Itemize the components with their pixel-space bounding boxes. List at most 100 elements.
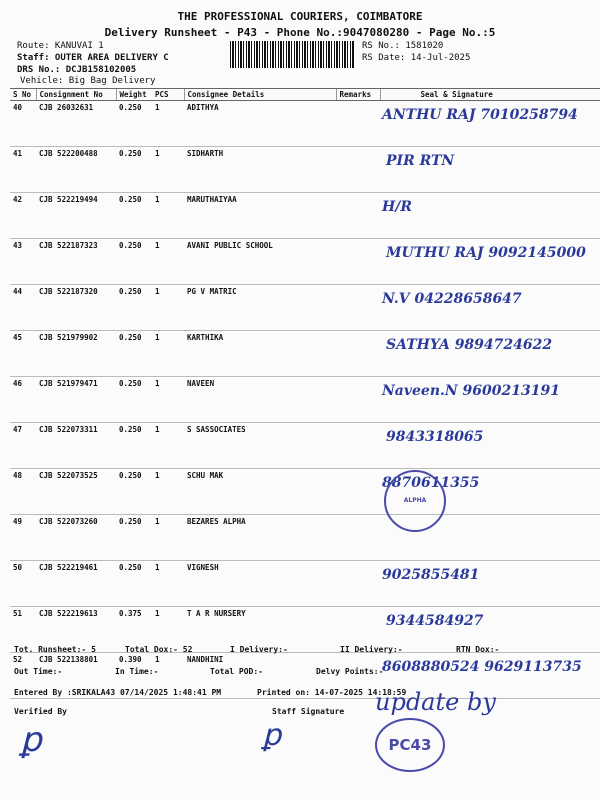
pcs: 1	[152, 560, 184, 607]
table-row: 51 CJB 522219613 0.375 1 T A R NURSERY 934458…	[10, 606, 600, 653]
ii-delivery: II Delivery:-	[340, 645, 403, 654]
consignment-no: CJB 522138801	[36, 652, 116, 699]
pcs: 1	[152, 330, 184, 377]
total-dox: Total Dox:- 52	[125, 645, 193, 654]
weight: 0.390	[116, 652, 152, 699]
row-sno: 45	[10, 330, 36, 377]
table-row: 49 CJB 522073260 0.250 1 BEZARES ALPHA	[10, 514, 600, 561]
weight: 0.250	[116, 238, 152, 285]
verified-by: Verified By	[14, 707, 67, 716]
handwritten-note: 9025855481	[382, 567, 480, 583]
consignee-name: NAVEEN	[184, 376, 336, 423]
handwritten-note: 9344584927	[386, 613, 484, 629]
row-sno: 47	[10, 422, 36, 469]
signature: 9843318065	[380, 422, 600, 469]
signature: H/R	[380, 192, 600, 239]
entered-by: Entered By :SRIKALA43 07/14/2025 1:48:41…	[14, 688, 222, 697]
staff: Staff: OUTER AREA DELIVERY C	[17, 53, 169, 63]
remarks	[336, 514, 380, 561]
row-sno: 40	[10, 100, 36, 147]
row-sno: 52	[10, 652, 36, 699]
signature: PIR RTN	[380, 146, 600, 193]
pcs: 1	[152, 284, 184, 331]
pc43-stamp: PC43	[375, 718, 445, 772]
vehicle: Vehicle: Big Bag Delivery	[20, 76, 156, 86]
col-consignment: Consignment No	[35, 88, 116, 101]
remarks	[336, 284, 380, 331]
rs-date: RS Date: 14-Jul-2025	[362, 53, 471, 63]
table-row: 41 CJB 522200488 0.250 1 SIDHARTH PIR RTN	[10, 146, 600, 193]
tot-runsheet: Tot. Runsheet:- 5	[14, 645, 96, 654]
in-time: In Time:-	[115, 667, 159, 676]
remarks	[336, 100, 380, 147]
consignee-name: SIDHARTH	[184, 146, 336, 193]
remarks	[336, 330, 380, 377]
remarks	[336, 192, 380, 239]
weight: 0.250	[116, 514, 152, 561]
consignee-name: SCHU MAK	[184, 468, 336, 515]
signature: MUTHU RAJ 9092145000	[380, 238, 600, 285]
consignee-name: AVANI PUBLIC SCHOOL	[184, 238, 336, 285]
row-sno: 42	[10, 192, 36, 239]
weight: 0.250	[116, 284, 152, 331]
consignment-no: CJB 522073525	[36, 468, 116, 515]
runsheet-title: Delivery Runsheet - P43 - Phone No.:9047…	[104, 26, 496, 39]
consignment-no: CJB 522219613	[36, 606, 116, 653]
col-sno: S No	[10, 88, 36, 101]
company-seal: ALPHA	[384, 470, 446, 532]
consignee-name: MARUTHAIYAA	[184, 192, 336, 239]
rtn-dox: RTN Dox:-	[456, 645, 500, 654]
consignment-no: CJB 522219494	[36, 192, 116, 239]
update-note: update by	[375, 688, 496, 716]
total-pod: Total POD:-	[210, 667, 263, 676]
row-sno: 51	[10, 606, 36, 653]
staff-signature: Staff Signature	[272, 707, 345, 716]
handwritten-note: PIR RTN	[386, 153, 455, 169]
consignee-name: T A R NURSERY	[184, 606, 336, 653]
handwritten-note: SATHYA 9894724622	[386, 337, 553, 353]
signature: SATHYA 9894724622	[380, 330, 600, 377]
weight: 0.375	[116, 606, 152, 653]
weight: 0.250	[116, 146, 152, 193]
handwritten-note: ANTHU RAJ 7010258794	[382, 107, 578, 123]
row-sno: 46	[10, 376, 36, 423]
printed-on: Printed on: 14-07-2025 14:18:59	[257, 688, 407, 697]
rs-no: RS No.: 1581020	[362, 41, 444, 51]
pcs: 1	[152, 146, 184, 193]
table-row: 46 CJB 521979471 0.250 1 NAVEEN Naveen.N 9600…	[10, 376, 600, 423]
consignee-name: BEZARES ALPHA	[184, 514, 336, 561]
weight: 0.250	[116, 468, 152, 515]
table-row: 47 CJB 522073311 0.250 1 S SASSOCIATES 984331…	[10, 422, 600, 469]
staff-signature-mark: ꝑ	[262, 718, 282, 753]
weight: 0.250	[116, 192, 152, 239]
consignee-name: VIGNESH	[184, 560, 336, 607]
weight: 0.250	[116, 100, 152, 147]
handwritten-note: MUTHU RAJ 9092145000	[386, 245, 586, 261]
table-row: 42 CJB 522219494 0.250 1 MARUTHAIYAA H/R	[10, 192, 600, 239]
signature: 8608880524 9629113735	[380, 652, 600, 699]
barcode	[230, 41, 354, 68]
route: Route: KANUVAI 1	[17, 41, 104, 51]
signature: 9344584927	[380, 606, 600, 653]
consignee-name: S SASSOCIATES	[184, 422, 336, 469]
handwritten-note: N.V 04228658647	[382, 291, 522, 307]
consignee-name: NANDHINI	[184, 652, 336, 699]
row-sno: 50	[10, 560, 36, 607]
pcs: 1	[152, 468, 184, 515]
col-signature: Seal & Signature	[379, 88, 600, 101]
row-sno: 48	[10, 468, 36, 515]
row-sno: 44	[10, 284, 36, 331]
pcs: 1	[152, 100, 184, 147]
pcs: 1	[152, 606, 184, 653]
col-remarks: Remarks	[335, 88, 380, 101]
remarks	[336, 652, 380, 699]
row-sno: 49	[10, 514, 36, 561]
pcs: 1	[152, 514, 184, 561]
handwritten-note: H/R	[382, 199, 412, 215]
consignee-name: KARTHIKA	[184, 330, 336, 377]
pcs: 1	[152, 376, 184, 423]
verifier-signature: ꝑ	[20, 720, 42, 760]
col-pcs: PCS	[152, 88, 184, 101]
remarks	[336, 422, 380, 469]
